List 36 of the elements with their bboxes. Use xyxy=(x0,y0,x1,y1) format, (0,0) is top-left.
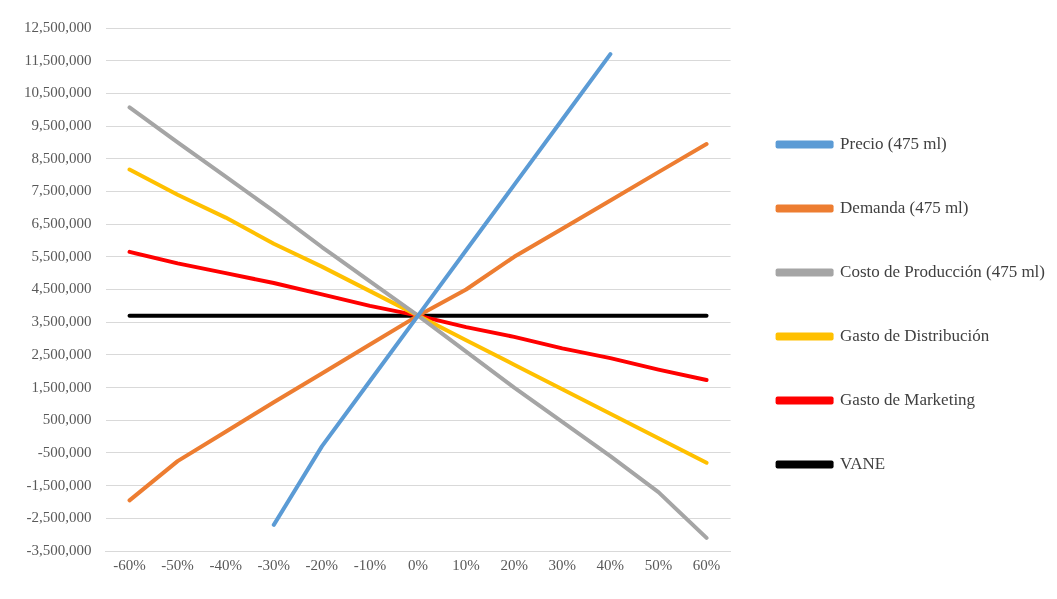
x-tick-label: -20% xyxy=(305,556,339,573)
x-tick-label: 20% xyxy=(500,556,528,573)
y-tick-label: -1,500,000 xyxy=(26,476,92,493)
x-tick-label: -30% xyxy=(257,556,291,573)
x-tick-label: -40% xyxy=(209,556,242,573)
legend-label: Gasto de Distribución xyxy=(840,325,990,345)
y-tick-label: 11,500,000 xyxy=(24,51,92,68)
y-tick-label: 2,500,000 xyxy=(31,345,92,362)
y-tick-label: -500,000 xyxy=(37,443,92,460)
y-tick-label: 9,500,000 xyxy=(31,117,92,133)
y-tick-label: 3,500,000 xyxy=(31,313,92,330)
legend-label: Demanda (475 ml) xyxy=(840,197,969,217)
y-tick-label: 8,500,000 xyxy=(31,149,92,166)
y-tick-label: 5,500,000 xyxy=(31,247,92,264)
y-tick-label: 1,500,000 xyxy=(31,378,92,395)
y-tick-label: 6,500,000 xyxy=(31,215,92,232)
y-tick-label: -2,500,000 xyxy=(26,509,92,526)
x-tick-label: 60% xyxy=(692,556,721,573)
x-tick-label: -50% xyxy=(161,556,194,573)
x-tick-label: 30% xyxy=(548,556,577,573)
x-tick-label: 50% xyxy=(644,556,673,573)
y-tick-label: 10,500,000 xyxy=(24,84,92,101)
legend-label: Costo de Producción (475 ml) xyxy=(840,261,1045,281)
legend-label: VANE xyxy=(840,453,886,473)
x-tick-label: -60% xyxy=(113,556,146,573)
y-tick-label: 4,500,000 xyxy=(31,280,92,297)
legend-label: Precio (475 ml) xyxy=(840,133,947,153)
x-tick-label: 10% xyxy=(452,556,480,573)
y-tick-label: 500,000 xyxy=(42,411,92,428)
y-tick-label: 7,500,000 xyxy=(31,182,92,199)
x-tick-label: -10% xyxy=(353,556,387,573)
y-tick-label: 12,500,000 xyxy=(24,18,92,35)
y-tick-label: -3,500,000 xyxy=(26,541,92,558)
legend-label: Gasto de Marketing xyxy=(840,389,976,409)
x-tick-label: 0% xyxy=(408,556,429,573)
x-tick-label: 40% xyxy=(596,556,625,573)
